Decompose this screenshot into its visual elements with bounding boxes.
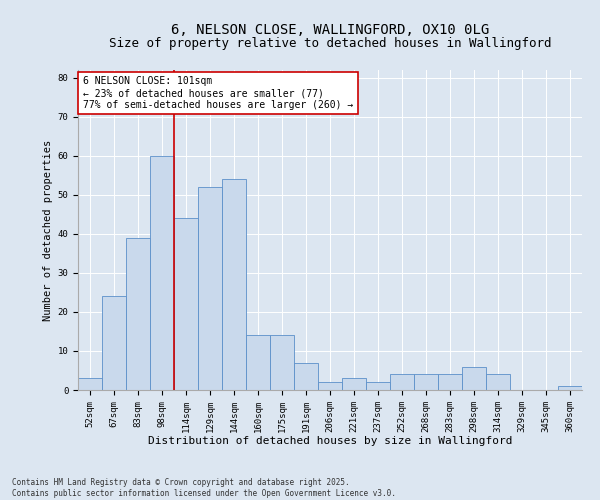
Bar <box>558 386 582 390</box>
Text: Size of property relative to detached houses in Wallingford: Size of property relative to detached ho… <box>109 38 551 51</box>
X-axis label: Distribution of detached houses by size in Wallingford: Distribution of detached houses by size … <box>148 436 512 446</box>
Bar <box>78 378 102 390</box>
Bar <box>222 180 246 390</box>
Bar <box>126 238 150 390</box>
Bar <box>174 218 198 390</box>
Bar <box>462 366 486 390</box>
Bar <box>390 374 414 390</box>
Bar <box>294 362 318 390</box>
Text: 6 NELSON CLOSE: 101sqm
← 23% of detached houses are smaller (77)
77% of semi-det: 6 NELSON CLOSE: 101sqm ← 23% of detached… <box>83 76 353 110</box>
Bar <box>414 374 438 390</box>
Bar <box>342 378 366 390</box>
Bar <box>150 156 174 390</box>
Text: 6, NELSON CLOSE, WALLINGFORD, OX10 0LG: 6, NELSON CLOSE, WALLINGFORD, OX10 0LG <box>171 22 489 36</box>
Bar <box>198 187 222 390</box>
Bar <box>438 374 462 390</box>
Bar <box>318 382 342 390</box>
Bar <box>246 336 270 390</box>
Bar <box>270 336 294 390</box>
Bar <box>486 374 510 390</box>
Text: Contains HM Land Registry data © Crown copyright and database right 2025.
Contai: Contains HM Land Registry data © Crown c… <box>12 478 396 498</box>
Y-axis label: Number of detached properties: Number of detached properties <box>43 140 53 320</box>
Bar <box>102 296 126 390</box>
Bar <box>366 382 390 390</box>
